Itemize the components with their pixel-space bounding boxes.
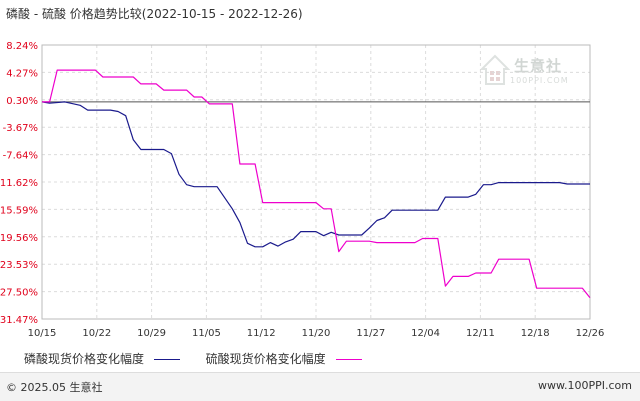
x-tick-label: 11/27 xyxy=(356,328,385,339)
watermark-name: 生意社 xyxy=(514,57,563,75)
chart-series xyxy=(41,69,591,299)
x-tick-label: 10/15 xyxy=(28,328,57,339)
y-tick-label: -31.47% xyxy=(0,315,38,326)
y-tick-label: -11.62% xyxy=(0,178,38,189)
house-logo-icon xyxy=(479,54,511,85)
footer-bar xyxy=(0,372,640,401)
x-tick-label: 12/11 xyxy=(466,328,495,339)
y-tick-label: -3.67% xyxy=(3,123,38,134)
x-tick-label: 10/29 xyxy=(137,328,166,339)
series-line-sulfuric-acid xyxy=(42,69,591,299)
x-tick-label: 12/04 xyxy=(411,328,440,339)
chart-legend: 磷酸现货价格变化幅度 硫酸现货价格变化幅度 xyxy=(24,350,384,367)
y-tick-label: -23.53% xyxy=(0,260,38,271)
y-tick-label: -19.56% xyxy=(0,233,38,244)
watermark-url: 100PPI.COM xyxy=(510,76,569,85)
footer-copyright: © 2025.05 生意社 xyxy=(6,381,103,394)
y-tick-label: -7.64% xyxy=(3,151,38,162)
chart-title: 磷酸 - 硫酸 价格趋势比较(2022-10-15 - 2022-12-26) xyxy=(6,7,303,21)
y-tick-label: -27.50% xyxy=(0,288,38,299)
x-tick-label: 11/20 xyxy=(302,328,331,339)
watermark-logo: 生意社 100PPI.COM xyxy=(479,53,590,93)
legend-label: 硫酸现货价格变化幅度 xyxy=(205,352,326,366)
y-tick-label: -15.59% xyxy=(0,205,38,216)
legend-swatch xyxy=(153,359,180,360)
x-tick-label: 12/26 xyxy=(576,328,605,339)
x-tick-label: 11/05 xyxy=(192,328,221,339)
legend-item-phosphoric-acid: 磷酸现货价格变化幅度 xyxy=(24,350,180,367)
legend-swatch xyxy=(335,359,362,360)
series-line-phosphoric-acid xyxy=(41,101,590,248)
plot-frame xyxy=(41,44,591,320)
x-axis: 10/15 10/22 10/29 11/05 11/12 11/20 11/27 12/04… xyxy=(28,328,605,339)
y-axis: 8.24% 4.27% 0.30% -3.67% -7.64% -11.62% -15.59… xyxy=(0,41,38,326)
x-tick-label: 12/18 xyxy=(521,328,550,339)
y-tick-label: 4.27% xyxy=(6,68,38,79)
legend-label: 磷酸现货价格变化幅度 xyxy=(24,352,145,366)
legend-item-sulfuric-acid: 硫酸现货价格变化幅度 xyxy=(206,350,362,367)
chart-plot-area: 8.24% 4.27% 0.30% -3.67% -7.64% -11.62% -15.59… xyxy=(0,41,605,339)
footer-url-link[interactable]: www.100PPI.com xyxy=(538,379,632,392)
x-tick-label: 11/12 xyxy=(247,328,276,339)
y-tick-label: 0.30% xyxy=(6,96,38,107)
x-tick-label: 10/22 xyxy=(82,328,111,339)
y-tick-label: 8.24% xyxy=(6,41,38,52)
